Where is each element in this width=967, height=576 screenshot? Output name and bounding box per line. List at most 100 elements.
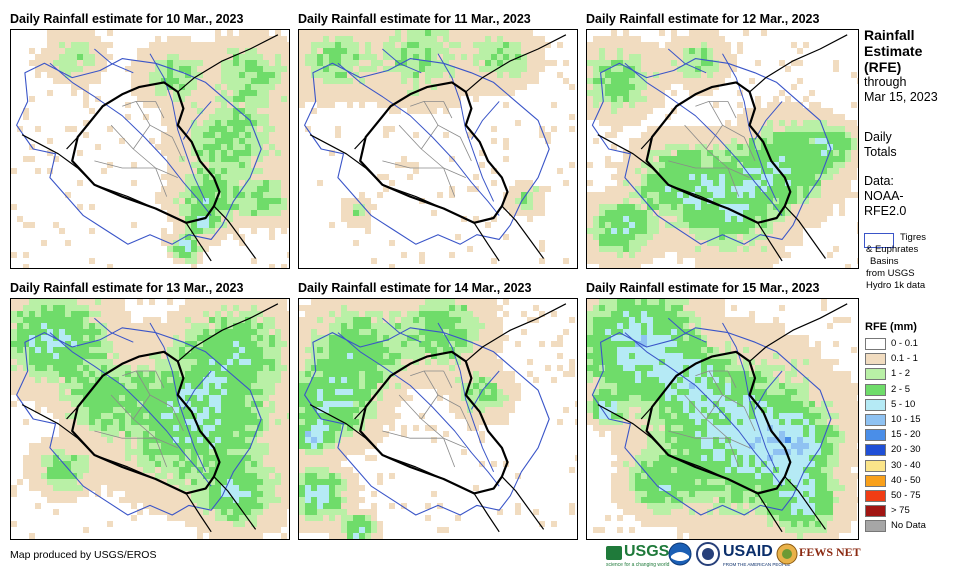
rainfall-cell [275,377,281,383]
rainfall-cell [95,449,101,455]
rainfall-cell [239,108,245,114]
rainfall-cell [155,78,161,84]
rainfall-cell [371,335,377,341]
rainfall-cell [341,341,347,347]
rainfall-cell [677,192,683,198]
rainfall-cell [77,485,83,491]
rainfall-cell [647,252,653,258]
rainfall-cell [401,72,407,78]
rainfall-cell [389,42,395,48]
rainfall-cell [767,252,773,258]
rainfall-cell [851,174,857,180]
rainfall-cell [251,359,257,365]
rainfall-cell [695,210,701,216]
rainfall-cell [47,479,53,485]
rainfall-cell [83,72,89,78]
rainfall-cell [209,491,215,497]
rainfall-cell [659,30,665,36]
rainfall-cell [185,216,191,222]
rainfall-cell [275,84,281,90]
rainfall-cell [593,210,599,216]
rainfall-cell [275,42,281,48]
rainfall-cell [299,323,305,329]
rainfall-cell [155,192,161,198]
rainfall-cell [167,347,173,353]
rainfall-cell [173,60,179,66]
rainfall-cell [317,305,323,311]
rainfall-cell [701,48,707,54]
rainfall-cell [203,527,209,533]
rainfall-cell [233,204,239,210]
rainfall-cell [77,461,83,467]
rainfall-cell [653,186,659,192]
rainfall-cell [173,78,179,84]
rainfall-cell [785,102,791,108]
rainfall-cell [803,132,809,138]
rainfall-cell [197,407,203,413]
rainfall-cell [77,359,83,365]
rainfall-cell [89,419,95,425]
rainfall-cell [131,491,137,497]
rainfall-cell [77,36,83,42]
rainfall-cell [203,108,209,114]
rainfall-cell [677,180,683,186]
rainfall-cell [701,204,707,210]
rainfall-cell [221,371,227,377]
rainfall-cell [59,228,65,234]
rainfall-cell [785,216,791,222]
rainfall-cell [401,36,407,42]
rainfall-cell [203,449,209,455]
rainfall-cell [89,455,95,461]
rainfall-cell [773,174,779,180]
rainfall-cell [275,144,281,150]
rainfall-cell [395,78,401,84]
rainfall-cell [455,90,461,96]
rainfall-cell [149,72,155,78]
rainfall-cell [485,78,491,84]
rainfall-cell [281,431,287,437]
rainfall-cell [281,126,287,132]
rainfall-cell [689,60,695,66]
rainfall-cell [467,60,473,66]
rainfall-cell [761,210,767,216]
rainfall-cell [323,102,329,108]
rainfall-cell [653,222,659,228]
rainfall-cell [629,240,635,246]
rainfall-cell [857,228,858,234]
rainfall-cell [485,353,491,359]
rainfall-cell [689,180,695,186]
rainfall-cell [353,323,359,329]
rainfall-cell [347,30,353,36]
rainfall-cell [47,317,53,323]
rainfall-cell [731,222,737,228]
rainfall-cell [275,335,281,341]
rainfall-cell [17,335,23,341]
rainfall-cell [257,42,263,48]
rainfall-cell [677,60,683,66]
rainfall-cell [221,210,227,216]
rainfall-cell [419,96,425,102]
rainfall-cell [47,329,53,335]
rainfall-cell [173,168,179,174]
rainfall-cell [77,72,83,78]
rainfall-cell [227,383,233,389]
rainfall-cell [755,192,761,198]
rainfall-cell [209,198,215,204]
rainfall-cell [659,246,665,252]
rainfall-cell [611,126,617,132]
rainfall-cell [737,264,743,268]
rainfall-cell [443,78,449,84]
rainfall-cell [359,78,365,84]
rainfall-cell [719,192,725,198]
rainfall-cell [725,216,731,222]
rainfall-cell [491,323,497,329]
rainfall-cell [251,485,257,491]
rainfall-cell [155,198,161,204]
rainfall-cell [155,479,161,485]
rainfall-cell [161,443,167,449]
rainfall-cell [479,30,485,36]
rainfall-cell [239,503,245,509]
rainfall-cell [83,66,89,72]
rainfall-cell [713,78,719,84]
rainfall-cell [701,186,707,192]
